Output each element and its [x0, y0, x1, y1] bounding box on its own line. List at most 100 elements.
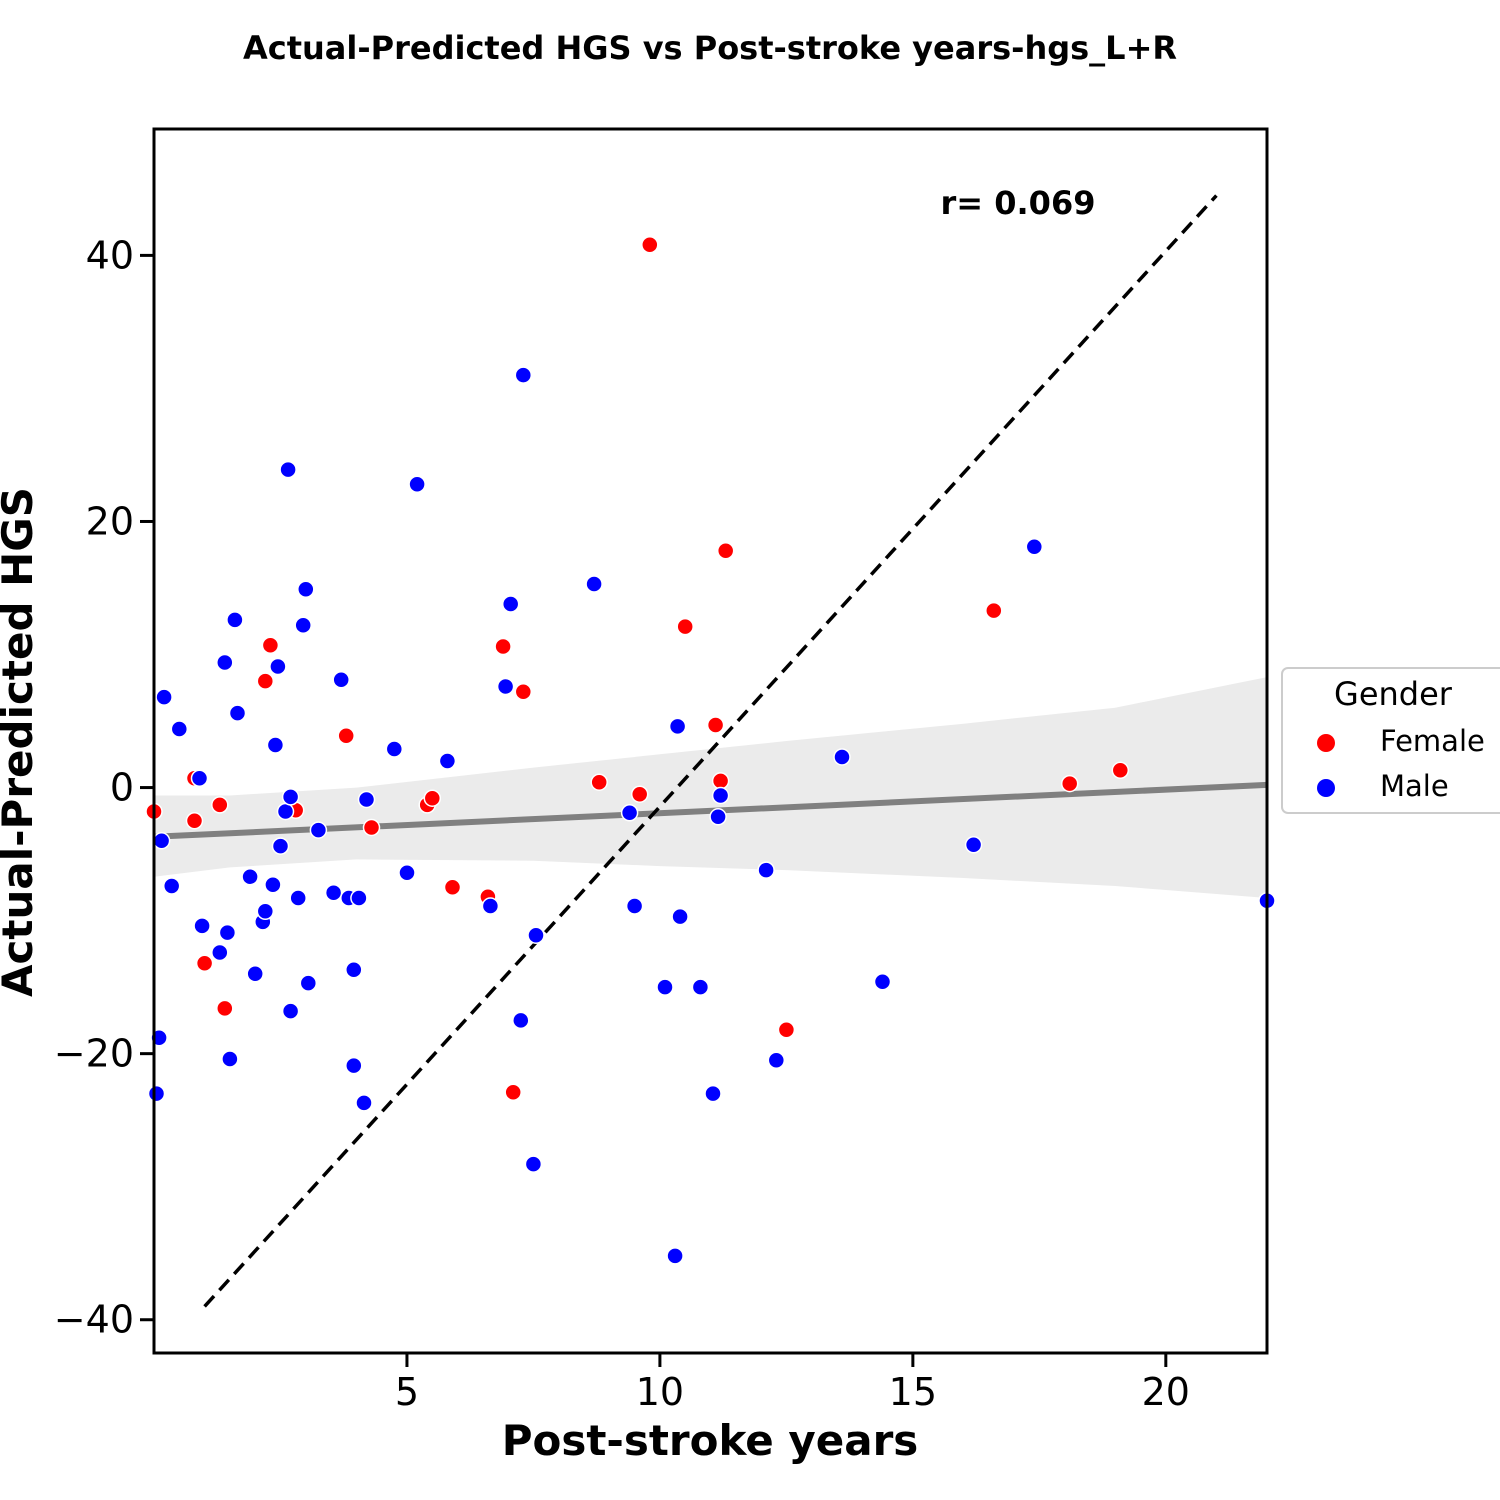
data-point-male — [345, 961, 363, 979]
data-point-male — [297, 580, 315, 599]
data-point-male — [289, 889, 307, 907]
legend: Gender Female Male — [1281, 667, 1500, 814]
data-point-male — [501, 595, 520, 613]
data-point-male — [211, 943, 229, 962]
y-tick-label: −20 — [54, 1032, 134, 1076]
y-axis-label: Actual-Predicted HGS — [0, 487, 42, 997]
data-point-male — [241, 867, 259, 886]
data-point-male — [218, 923, 237, 942]
data-point-female — [443, 878, 462, 897]
data-point-male — [281, 1002, 300, 1020]
data-point-male — [691, 978, 710, 996]
data-point-male — [668, 717, 687, 736]
confidence-band-layer — [154, 677, 1267, 898]
confidence-band — [154, 677, 1267, 898]
y-tick-label: 40 — [86, 233, 134, 277]
data-point-female — [985, 601, 1003, 620]
x-tick-label: 5 — [395, 1370, 419, 1414]
data-point-female — [504, 1083, 522, 1101]
data-point-female — [337, 726, 355, 745]
data-point-male — [1025, 538, 1044, 556]
data-point-male — [527, 926, 545, 944]
data-point-male — [152, 832, 171, 850]
y-axis-ticks: −40 −20 0 20 40 — [54, 233, 154, 1342]
x-tick-label: 20 — [1142, 1370, 1190, 1414]
data-point-male — [332, 671, 350, 689]
data-point-male — [964, 836, 983, 854]
data-point-female — [362, 818, 381, 837]
data-point-male — [216, 653, 234, 672]
data-point-male — [264, 875, 282, 894]
identity-line — [203, 194, 1218, 1308]
chart-title: Actual-Predicted HGS vs Post-stroke year… — [243, 29, 1177, 67]
y-tick-label: 0 — [110, 766, 134, 810]
data-point-male — [873, 973, 892, 991]
data-point-female — [216, 999, 234, 1018]
data-point-male — [266, 736, 285, 754]
data-point-male — [193, 917, 211, 935]
data-point-male — [385, 740, 404, 758]
data-point-male — [625, 897, 644, 915]
data-point-male — [276, 802, 295, 821]
data-point-male — [666, 1247, 684, 1265]
data-point-male — [170, 720, 189, 738]
data-point-male — [256, 902, 275, 921]
data-point-male — [408, 475, 426, 493]
data-point-male — [309, 821, 328, 839]
y-tick-label: −40 — [54, 1298, 134, 1342]
x-axis-ticks: 5 10 15 20 — [395, 1353, 1190, 1414]
y-tick-label: 20 — [86, 499, 134, 543]
data-point-male — [656, 978, 674, 996]
data-point-female — [716, 541, 735, 560]
data-point-male — [162, 877, 181, 895]
data-point-male — [767, 1051, 786, 1070]
data-point-male — [355, 1094, 373, 1112]
points-layer — [145, 235, 1276, 1265]
data-point-female — [711, 772, 730, 790]
data-point-male — [709, 808, 727, 826]
data-point-male — [585, 575, 603, 593]
data-point-female — [514, 683, 533, 701]
data-point-female — [261, 636, 280, 654]
data-point-male — [833, 748, 851, 766]
data-point-male — [357, 790, 376, 809]
x-tick-label: 10 — [636, 1370, 684, 1414]
data-point-male — [514, 366, 533, 384]
data-point-male — [271, 837, 290, 855]
data-point-male — [155, 688, 173, 706]
data-point-female — [494, 637, 512, 656]
data-point-female — [676, 617, 694, 636]
data-point-female — [195, 954, 214, 972]
identity-line-layer — [203, 194, 1218, 1308]
data-point-male — [246, 965, 264, 983]
data-point-male — [299, 974, 318, 992]
plot-frame — [152, 127, 1269, 1355]
data-point-male — [279, 460, 297, 479]
data-point-female — [641, 235, 659, 254]
data-point-male — [345, 1056, 363, 1075]
data-point-male — [438, 752, 457, 770]
data-point-male — [221, 1050, 239, 1068]
data-point-male — [524, 1155, 543, 1173]
regression-line-layer — [153, 781, 1268, 840]
x-axis-label: Post-stroke years — [502, 1416, 919, 1465]
legend-marker-female — [1317, 734, 1335, 752]
data-point-male — [671, 907, 689, 926]
data-point-male — [350, 889, 368, 907]
data-point-male — [620, 804, 639, 822]
data-point-male — [228, 704, 247, 722]
data-point-male — [226, 611, 244, 629]
data-point-female — [211, 796, 229, 814]
legend-label-female: Female — [1380, 724, 1485, 758]
data-point-female — [1060, 774, 1079, 793]
data-point-male — [757, 861, 775, 879]
data-point-male — [190, 769, 209, 788]
regression-line — [153, 781, 1268, 840]
legend-box — [1281, 667, 1500, 814]
data-point-female — [423, 789, 442, 807]
legend-label-male: Male — [1380, 769, 1449, 803]
data-point-male — [481, 897, 500, 915]
data-point-male — [294, 616, 312, 635]
data-point-female — [590, 773, 608, 791]
